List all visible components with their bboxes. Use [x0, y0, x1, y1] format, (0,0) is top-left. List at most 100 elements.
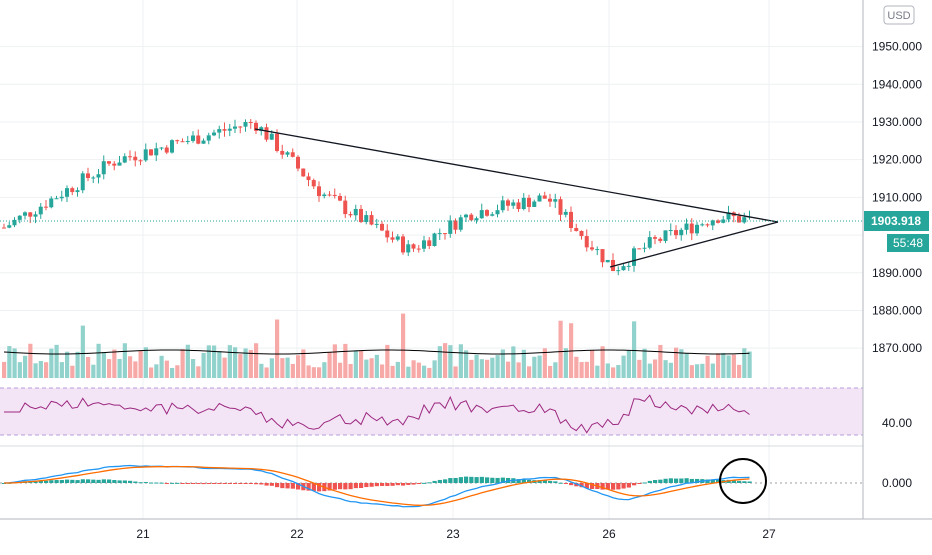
macd-histogram-bar	[49, 480, 54, 483]
volume-bar	[443, 343, 448, 378]
volume-bar	[653, 359, 658, 378]
currency-badge[interactable]	[883, 5, 915, 25]
candle-body	[427, 240, 432, 246]
volume-bar	[506, 361, 511, 378]
volume-bar	[238, 354, 243, 378]
candle-body	[54, 198, 59, 200]
candle-body	[332, 194, 337, 196]
candle-body	[28, 212, 33, 217]
volume-bar	[542, 348, 547, 378]
annotation-circle[interactable]	[719, 458, 767, 504]
macd-histogram-bar	[369, 483, 374, 487]
volume-bar	[49, 348, 54, 378]
candle-body	[527, 197, 531, 207]
macd-histogram-bar	[374, 483, 379, 487]
macd-histogram-bar	[96, 479, 101, 483]
candle-body	[285, 152, 290, 155]
volume-bar	[663, 360, 668, 378]
volume-bar	[70, 365, 75, 378]
macd-histogram-bar	[170, 482, 175, 484]
volume-bar	[474, 354, 479, 378]
macd-histogram-bar	[385, 483, 390, 486]
macd-histogram-bar	[338, 483, 343, 490]
candle-body	[290, 152, 295, 157]
candle-body	[726, 212, 731, 220]
candle-body	[164, 147, 169, 153]
macd-histogram-bar	[485, 477, 490, 483]
volume-bar	[584, 361, 589, 378]
candle-body	[705, 224, 710, 226]
volume-bar	[453, 366, 458, 378]
candle-body	[521, 197, 526, 210]
price-axis[interactable]: 1950.000 1940.000 1930.000 1920.000 1910.000…	[872, 40, 922, 490]
candle-body	[264, 127, 269, 140]
candle-body	[12, 219, 17, 226]
candle-body	[201, 140, 206, 144]
price-axis-label: 1910.000	[872, 190, 922, 204]
macd-histogram-bar	[590, 483, 595, 489]
candle-body	[500, 200, 505, 211]
volume-bar	[605, 363, 610, 378]
candle-body	[374, 223, 379, 225]
candle-body	[474, 218, 479, 221]
descending-trendline[interactable]	[254, 128, 779, 223]
macd-histogram-bar	[243, 483, 248, 484]
volume-bar	[206, 345, 211, 378]
candle-body	[191, 135, 195, 141]
volume-bar	[626, 350, 631, 378]
candle-body	[600, 249, 605, 263]
macd-histogram-bar	[70, 479, 75, 483]
volume-bar	[306, 365, 311, 378]
macd-histogram-bar	[453, 477, 458, 483]
candle-body	[647, 237, 652, 248]
volume-bar	[684, 353, 689, 378]
candle-body	[180, 141, 185, 143]
drawings[interactable]	[254, 128, 779, 504]
volume-bar	[269, 358, 274, 378]
volume-bar	[689, 365, 694, 378]
macd-histogram-bar	[33, 481, 38, 483]
volume-bar	[170, 367, 175, 378]
macd-histogram-bar	[742, 481, 747, 483]
candle-body	[700, 224, 705, 226]
volume-bar	[285, 357, 290, 378]
macd-histogram-bar	[563, 483, 568, 484]
candle-body	[590, 247, 594, 250]
indicator-lines	[2, 349, 752, 508]
macd-histogram-bar	[674, 478, 679, 483]
volume-bar	[17, 362, 22, 378]
volume-bar	[44, 362, 49, 378]
macd-histogram-bar	[474, 477, 479, 483]
volume-bar	[532, 356, 537, 378]
volume-bar	[611, 367, 616, 378]
macd-histogram-bar	[201, 483, 206, 485]
candle-body	[306, 176, 311, 181]
volume-bar	[458, 344, 463, 378]
volume-bar	[647, 363, 652, 378]
price-axis-label: 1940.000	[872, 77, 922, 91]
volume-bar	[558, 320, 563, 378]
macd-histogram-bar	[642, 482, 647, 484]
candle-body	[448, 220, 453, 234]
volume-bar	[537, 355, 542, 378]
ascending-trendline[interactable]	[609, 221, 779, 268]
volume-bar	[416, 362, 421, 378]
volume-bar	[248, 349, 253, 378]
volume-bar	[726, 355, 731, 378]
candle-body	[621, 266, 626, 271]
macd-histogram-bar	[647, 480, 652, 483]
macd-histogram-bar	[86, 479, 91, 483]
volume-bar	[642, 348, 647, 378]
candle-body	[117, 162, 122, 166]
volume-bar	[275, 319, 280, 378]
candle-body	[443, 233, 447, 235]
candlesticks	[2, 119, 752, 276]
macd-histogram-bar	[542, 480, 547, 483]
candle-body	[569, 211, 573, 229]
time-axis[interactable]: 21 22 23 26 27	[136, 527, 776, 541]
candle-body	[112, 163, 117, 166]
macd-histogram-bar	[658, 479, 663, 483]
volume-bar	[91, 364, 96, 378]
